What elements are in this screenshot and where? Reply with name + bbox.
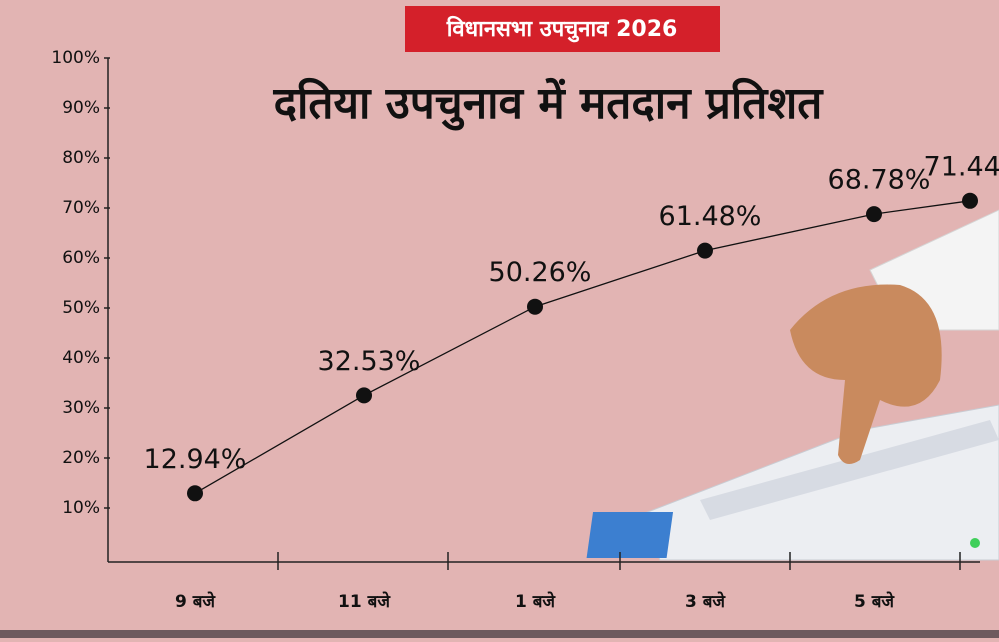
data-label: 32.53% — [318, 346, 421, 377]
data-label: 61.48% — [659, 201, 762, 232]
x-tick-label: 3 बजे — [685, 591, 726, 612]
y-tick-label: 80% — [62, 148, 100, 168]
y-tick-label: 90% — [62, 98, 100, 118]
point — [527, 298, 543, 315]
y-tick-label: 70% — [62, 198, 100, 218]
y-tick-label: 40% — [62, 348, 100, 368]
data-label: 12.94% — [144, 444, 247, 475]
evm-illustration — [586, 404, 999, 561]
point — [962, 192, 978, 209]
bottom-strip — [0, 630, 999, 638]
point — [187, 485, 203, 502]
x-tick-label: 1 बजे — [515, 591, 556, 612]
data-label: 68.78% — [828, 165, 931, 196]
y-tick-label: 100% — [51, 48, 100, 68]
x-tick-label: 11 बजे — [338, 591, 391, 612]
y-tick-label: 10% — [62, 498, 100, 518]
x-tick-label: 9 बजे — [175, 591, 216, 612]
point — [356, 387, 372, 404]
badge: विधानसभा उपचुनाव 2026 — [446, 15, 678, 43]
y-tick-label: 60% — [62, 248, 100, 268]
chart-title: दतिया उपचुनाव में मतदान प्रतिशत — [273, 77, 825, 131]
y-tick-label: 30% — [62, 398, 100, 418]
x-tick-label: 5 बजे — [854, 591, 895, 612]
data-label: 50.26% — [489, 257, 592, 288]
y-tick-label: 50% — [62, 298, 100, 318]
hand-illustration — [790, 209, 999, 464]
line — [194, 200, 971, 494]
point — [697, 242, 713, 259]
point — [866, 206, 882, 223]
badge-box — [405, 6, 720, 52]
data-label: 71.44% — [924, 151, 999, 182]
y-tick-label: 20% — [62, 448, 100, 468]
